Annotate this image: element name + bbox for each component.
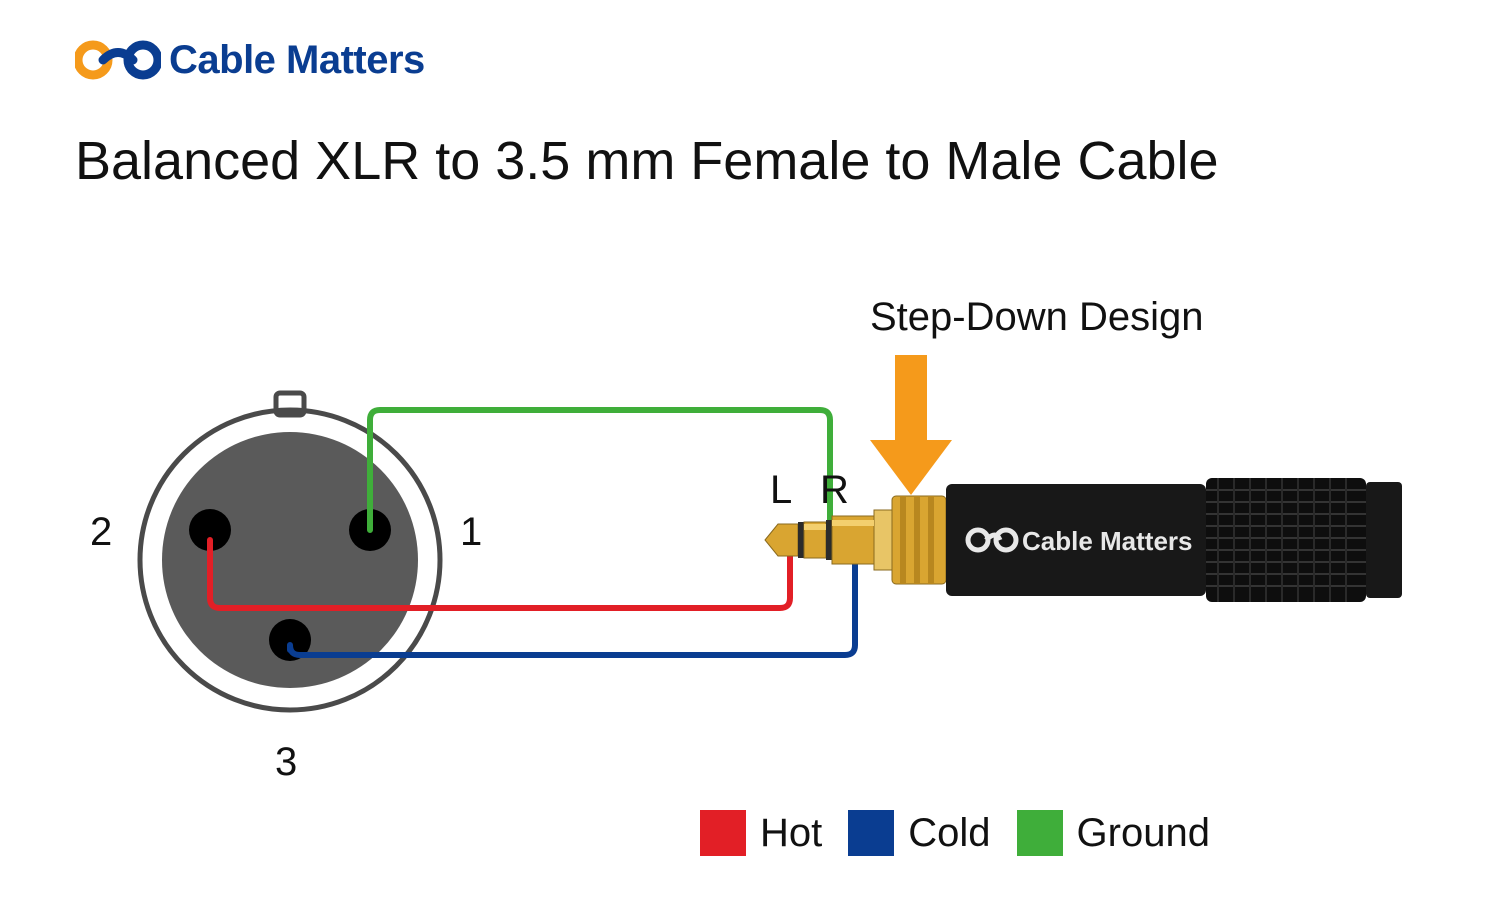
- xlr-connector: [140, 393, 440, 710]
- legend-item-hot: Hot: [700, 810, 822, 856]
- legend-label-ground: Ground: [1077, 811, 1210, 856]
- pin-label-2: 2: [90, 510, 112, 555]
- legend-label-cold: Cold: [908, 811, 990, 856]
- step-down-arrow: [870, 355, 952, 495]
- trs-label-l: L: [770, 468, 792, 513]
- legend-label-hot: Hot: [760, 811, 822, 856]
- swatch-ground: [1017, 810, 1063, 856]
- wiring-diagram: Cable Matters: [0, 0, 1500, 900]
- trs-connector: Cable Matters: [765, 478, 1402, 602]
- trs-label-r: R: [820, 468, 849, 513]
- swatch-hot: [700, 810, 746, 856]
- swatch-cold: [848, 810, 894, 856]
- legend-item-ground: Ground: [1017, 810, 1210, 856]
- legend: Hot Cold Ground: [700, 810, 1210, 856]
- wire-ground: [370, 410, 830, 530]
- pin-label-1: 1: [460, 510, 482, 555]
- barrel-text: Cable Matters: [1022, 526, 1193, 556]
- pin-label-3: 3: [275, 740, 297, 785]
- legend-item-cold: Cold: [848, 810, 990, 856]
